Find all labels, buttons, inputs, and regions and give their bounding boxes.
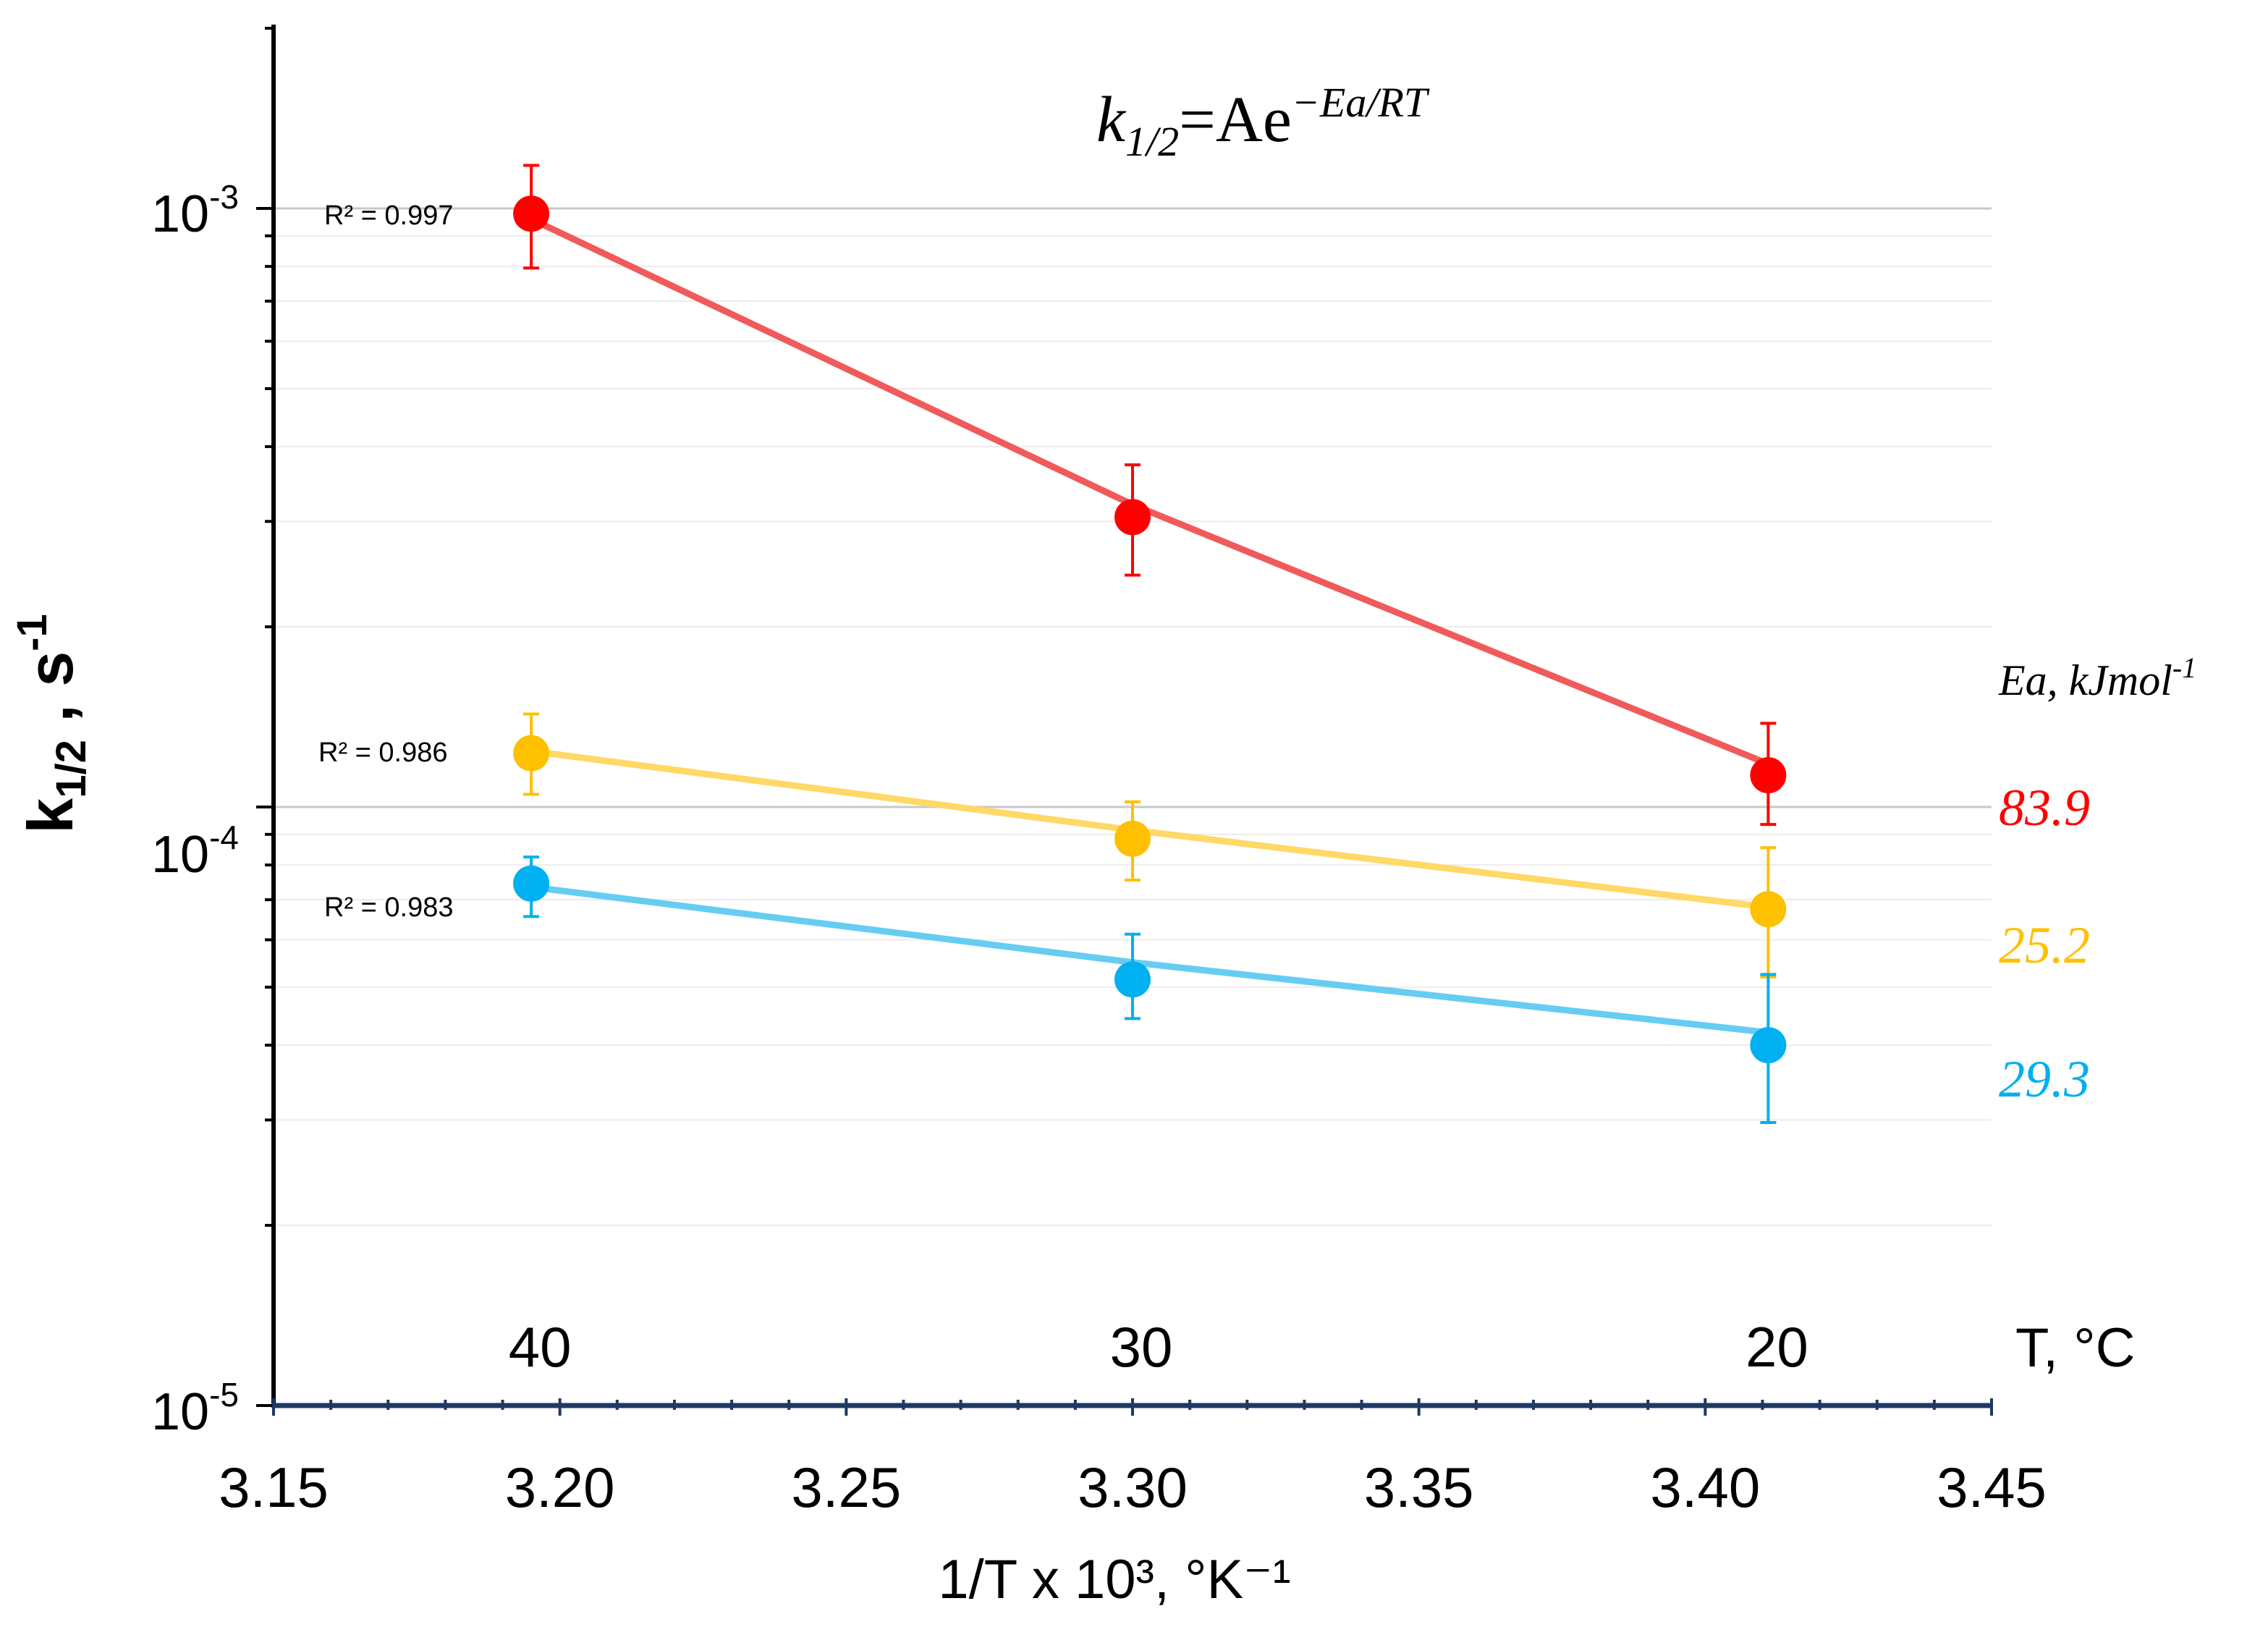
data-point-blue bbox=[513, 865, 550, 902]
ea-value-blue: 29.3 bbox=[1999, 1050, 2090, 1108]
r2-label-blue: R² = 0.983 bbox=[324, 892, 454, 923]
x-tick-label: 3.25 bbox=[791, 1455, 901, 1519]
gridlines bbox=[274, 207, 1992, 1407]
x-tick-label: 3.15 bbox=[219, 1455, 329, 1519]
temperature-tick-label: 20 bbox=[1746, 1315, 1808, 1379]
trend-line-yellow bbox=[528, 748, 1772, 911]
y-tick-label: 10-4 bbox=[151, 819, 239, 884]
data-point-red bbox=[1750, 757, 1787, 794]
ea-value-red: 83.9 bbox=[1999, 779, 2090, 837]
x-tick-labels: 3.15 3.20 3.25 3.30 3.35 3.40 3.45 bbox=[219, 1455, 2047, 1519]
ea-value-yellow: 25.2 bbox=[1999, 916, 2090, 974]
data-point-yellow bbox=[513, 735, 550, 772]
arrhenius-equation: k1/2=Ae−Ea/RT bbox=[1096, 79, 1430, 165]
y-tick-label: 10-3 bbox=[151, 178, 239, 243]
axis-ticks bbox=[256, 27, 1993, 1416]
data-point-red bbox=[513, 195, 550, 232]
data-point-blue bbox=[1114, 961, 1151, 998]
temperature-axis-title: T, °C bbox=[2015, 1317, 2136, 1379]
temperature-tick-label: 40 bbox=[509, 1315, 572, 1379]
data-point-blue bbox=[1750, 1027, 1787, 1064]
data-point-yellow bbox=[1750, 891, 1787, 928]
x-tick-label: 3.40 bbox=[1650, 1455, 1760, 1519]
r2-label-yellow: R² = 0.986 bbox=[318, 738, 448, 768]
data-point-red bbox=[1114, 499, 1151, 536]
y-axis-title: k1/2 , s-1 bbox=[9, 614, 95, 833]
data-point-yellow bbox=[1114, 820, 1151, 857]
x-tick-label: 3.45 bbox=[1937, 1455, 2047, 1519]
y-tick-label: 10-5 bbox=[151, 1376, 239, 1441]
r2-label-red: R² = 0.997 bbox=[324, 200, 454, 231]
x-tick-label: 3.30 bbox=[1078, 1455, 1188, 1519]
x-tick-label: 3.35 bbox=[1364, 1455, 1474, 1519]
ea-header: Ea, kJmol-1 bbox=[1998, 651, 2196, 704]
data-points bbox=[513, 164, 1787, 1125]
x-axis-title: 1/T x 10³, °K⁻¹ bbox=[938, 1549, 1290, 1610]
x-tick-label: 3.20 bbox=[505, 1455, 615, 1519]
trend-line-blue bbox=[528, 884, 1772, 1036]
temperature-tick-label: 30 bbox=[1110, 1315, 1173, 1379]
temperature-labels: 40 30 20 bbox=[509, 1315, 1808, 1379]
